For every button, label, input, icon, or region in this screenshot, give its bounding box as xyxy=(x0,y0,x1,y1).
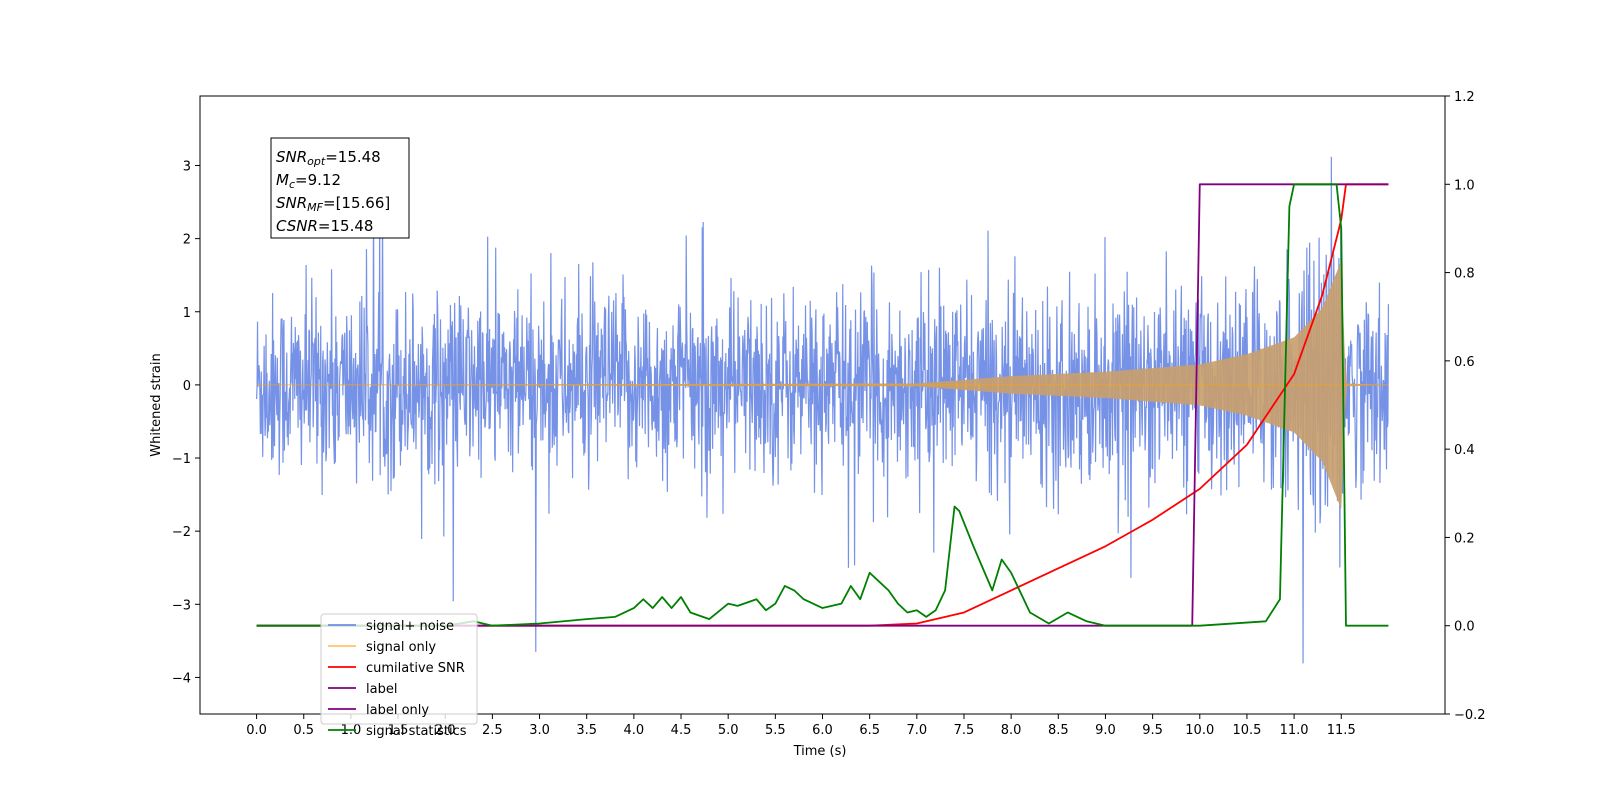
y-axis-left: −4 −3 −2 −1 0 1 2 3 xyxy=(172,159,200,686)
x-tick-label: 11.5 xyxy=(1327,723,1356,738)
x-tick-label: 2.0 xyxy=(435,723,456,738)
y-axis-label: Whitened strain xyxy=(149,353,164,456)
x-tick-label: 4.5 xyxy=(671,723,692,738)
x-tick-label: 3.0 xyxy=(529,723,550,738)
y-tick-label: 2 xyxy=(183,233,191,248)
y-tick-label: −2 xyxy=(172,525,191,540)
y-tick-label: 1 xyxy=(183,306,191,321)
y2-tick-label: −0.2 xyxy=(1454,708,1486,723)
annotation-snr-mf: SNRMF=[15.66] xyxy=(276,194,390,214)
y2-tick-label: 0.2 xyxy=(1454,531,1475,546)
annotation-box: SNRopt=15.48 Mc=9.12 SNRMF=[15.66] CSNR=… xyxy=(270,137,410,239)
y2-tick-label: 0.4 xyxy=(1454,443,1475,458)
y-tick-label: 3 xyxy=(183,159,191,174)
x-tick-label: 0.5 xyxy=(293,723,314,738)
y2-tick-label: 0.6 xyxy=(1454,355,1475,370)
x-tick-label: 2.5 xyxy=(482,723,503,738)
x-tick-label: 10.0 xyxy=(1185,723,1214,738)
y2-tick-label: 0.8 xyxy=(1454,267,1475,282)
y-tick-label: 0 xyxy=(183,379,191,394)
x-tick-label: 9.0 xyxy=(1095,723,1116,738)
x-tick-label: 1.5 xyxy=(388,723,409,738)
x-tick-label: 3.5 xyxy=(576,723,597,738)
legend-entry: signal only xyxy=(366,640,436,655)
legend: signal+ noise signal only cumilative SNR la… xyxy=(320,613,478,739)
annotation-snr-opt: SNRopt=15.48 xyxy=(276,148,381,168)
x-tick-label: 4.0 xyxy=(624,723,645,738)
y2-tick-label: 1.2 xyxy=(1454,90,1475,105)
x-tick-label: 6.0 xyxy=(812,723,833,738)
legend-entry: label xyxy=(366,682,397,697)
x-tick-label: 7.5 xyxy=(954,723,975,738)
x-axis: 0.0 0.5 1.0 1.5 2.0 2.5 3.0 3.5 4.0 4.5 5.0 5.5 6.0 6… xyxy=(246,714,1356,738)
y-tick-label: −3 xyxy=(172,598,191,613)
legend-entry: signal+ noise xyxy=(366,619,454,634)
x-tick-label: 11.0 xyxy=(1280,723,1309,738)
x-tick-label: 6.5 xyxy=(859,723,880,738)
x-tick-label: 10.5 xyxy=(1232,723,1261,738)
x-tick-label: 5.5 xyxy=(765,723,786,738)
legend-entry: signal statistics xyxy=(366,724,467,739)
y-axis-right: −0.2 0.0 0.2 0.4 0.6 0.8 1.0 1.2 xyxy=(1445,90,1486,723)
legend-entry: cumilative SNR xyxy=(366,661,465,676)
y-tick-label: −1 xyxy=(172,452,191,467)
x-tick-label: 5.0 xyxy=(718,723,739,738)
x-axis-label: Time (s) xyxy=(793,744,847,759)
y2-tick-label: 0.0 xyxy=(1454,620,1475,635)
annotation-csnr: CSNR=15.48 xyxy=(276,217,373,235)
annotation-mc: Mc=9.12 xyxy=(276,171,341,191)
series-signal-statistics xyxy=(256,183,1389,627)
series-cumulative-snr xyxy=(256,183,1389,627)
x-tick-label: 9.5 xyxy=(1142,723,1163,738)
x-tick-label: 8.5 xyxy=(1048,723,1069,738)
x-tick-label: 7.0 xyxy=(906,723,927,738)
y2-tick-label: 1.0 xyxy=(1454,178,1475,193)
legend-entry: label only xyxy=(366,703,429,718)
x-tick-label: 0.0 xyxy=(246,723,267,738)
x-tick-label: 8.0 xyxy=(1001,723,1022,738)
y-tick-label: −4 xyxy=(172,671,191,686)
